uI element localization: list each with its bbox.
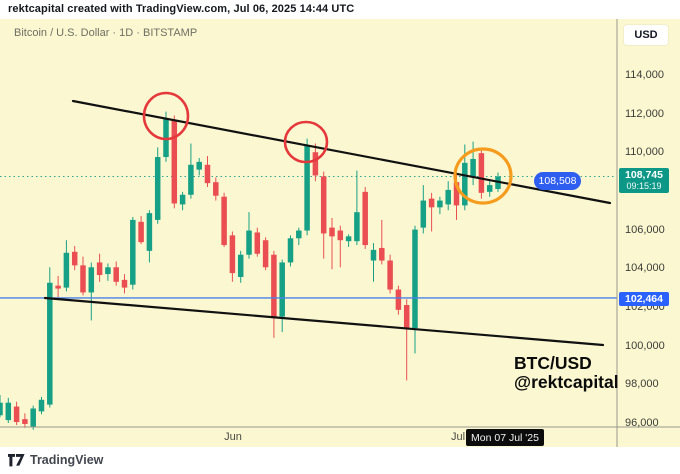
candle bbox=[22, 413, 28, 428]
candle bbox=[30, 405, 36, 430]
candle bbox=[420, 185, 427, 234]
currency-axis-button[interactable]: USD bbox=[624, 25, 668, 45]
watermark-handle: @rektcapital bbox=[514, 372, 619, 392]
candle bbox=[88, 262, 95, 321]
candle bbox=[63, 240, 70, 292]
candle bbox=[105, 263, 111, 281]
candle bbox=[146, 210, 153, 263]
candle bbox=[437, 196, 443, 215]
lower-trendline[interactable] bbox=[43, 296, 605, 347]
price-axis-label: 112,000 bbox=[625, 107, 664, 120]
candle bbox=[154, 147, 161, 224]
candle bbox=[304, 138, 310, 236]
bar-countdown-timer: 09:15:19 bbox=[626, 181, 662, 191]
candle bbox=[196, 158, 202, 176]
candle bbox=[229, 231, 236, 282]
price-axis-label: 110,000 bbox=[625, 146, 664, 159]
candle bbox=[80, 256, 86, 296]
candle bbox=[96, 253, 103, 282]
candle bbox=[370, 243, 377, 282]
red-circle-2[interactable] bbox=[283, 120, 329, 164]
candle bbox=[221, 192, 227, 247]
candle bbox=[470, 141, 476, 186]
horizontal-line-price-label: 102,464 bbox=[619, 292, 669, 306]
candle bbox=[445, 181, 451, 211]
candle bbox=[71, 246, 78, 271]
candle bbox=[0, 394, 3, 418]
price-axis-label: 100,000 bbox=[625, 339, 665, 352]
price-axis-label: 96,000 bbox=[625, 417, 659, 429]
orange-circle[interactable] bbox=[453, 147, 513, 205]
candle bbox=[121, 274, 128, 294]
candle bbox=[354, 170, 360, 246]
candle bbox=[246, 212, 252, 259]
candle bbox=[138, 216, 144, 245]
candle bbox=[47, 267, 53, 408]
candle bbox=[55, 275, 61, 298]
candle bbox=[387, 254, 393, 294]
candle bbox=[271, 250, 277, 338]
tradingview-logo[interactable]: TradingView bbox=[8, 453, 103, 467]
candle bbox=[204, 156, 211, 188]
candle bbox=[379, 219, 385, 265]
current-price-label: 108,745 09:15:19 bbox=[619, 168, 669, 193]
footer-bar: TradingView bbox=[0, 447, 680, 474]
candle bbox=[130, 217, 136, 290]
candle bbox=[412, 225, 418, 354]
candle bbox=[5, 397, 12, 423]
candle bbox=[213, 177, 219, 201]
crosshair-date-tooltip: Mon 07 Jul '25 bbox=[466, 429, 544, 446]
candle bbox=[337, 225, 344, 268]
candle bbox=[188, 143, 194, 199]
candle bbox=[179, 191, 186, 211]
candle bbox=[478, 150, 485, 199]
candle bbox=[428, 192, 435, 232]
watermark: BTC/USD @rektcapital bbox=[514, 354, 619, 392]
candle bbox=[279, 259, 285, 333]
symbol-title: Bitcoin / U.S. Dollar · 1D · BITSTAMP bbox=[14, 27, 198, 39]
tradingview-logo-icon bbox=[8, 453, 25, 466]
attribution-text: rektcapital created with TradingView.com… bbox=[8, 3, 355, 15]
candle bbox=[171, 115, 178, 209]
current-price-value: 108,745 bbox=[625, 169, 663, 181]
red-circle-1[interactable] bbox=[142, 91, 190, 141]
candle bbox=[312, 143, 319, 182]
price-axis-label: 104,000 bbox=[625, 262, 665, 275]
candle bbox=[320, 171, 327, 259]
ray-price-label[interactable]: 108,508 bbox=[534, 172, 581, 190]
candle bbox=[237, 250, 244, 283]
candle bbox=[329, 217, 335, 270]
price-axis-label: 114,000 bbox=[625, 68, 664, 81]
candle bbox=[395, 285, 402, 315]
candle bbox=[403, 299, 410, 381]
candle bbox=[362, 187, 368, 249]
candle bbox=[38, 396, 45, 415]
candle bbox=[345, 234, 352, 247]
candle bbox=[13, 401, 20, 425]
candle bbox=[262, 237, 269, 271]
price-axis-label: 106,000 bbox=[625, 223, 665, 236]
tradingview-logo-text: TradingView bbox=[30, 453, 104, 467]
price-axis-label: 98,000 bbox=[625, 378, 659, 391]
time-axis-label: Jun bbox=[224, 431, 242, 443]
candlesticks bbox=[0, 111, 501, 430]
watermark-symbol: BTC/USD bbox=[514, 353, 592, 373]
candle bbox=[113, 261, 119, 286]
time-axis-label: Jul bbox=[450, 431, 466, 443]
candle bbox=[287, 235, 294, 267]
upper-trendline[interactable] bbox=[71, 99, 612, 205]
candle bbox=[296, 227, 302, 246]
candle bbox=[486, 181, 493, 197]
candle bbox=[254, 227, 261, 257]
